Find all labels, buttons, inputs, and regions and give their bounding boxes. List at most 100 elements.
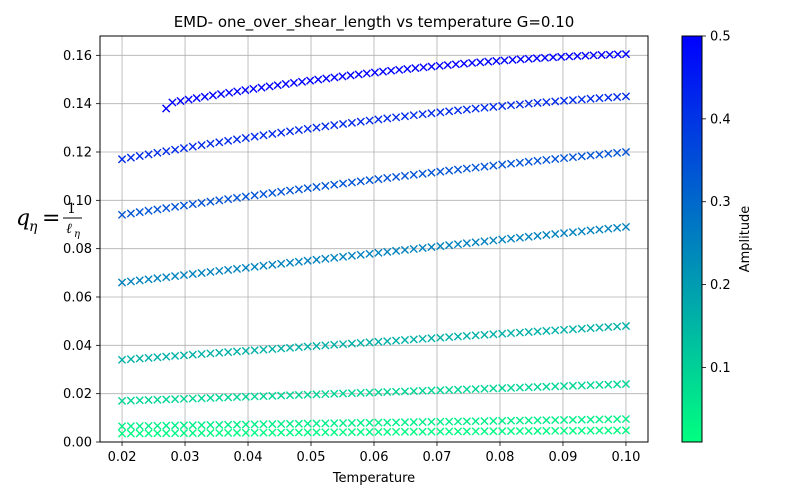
data-point-marker (462, 239, 471, 248)
colorbar-tick-label: 0.2 (710, 278, 731, 293)
marker-stroke (135, 429, 144, 438)
marker-stroke (427, 62, 436, 71)
marker-stroke (498, 329, 507, 338)
data-point-marker (232, 428, 242, 437)
marker-stroke (170, 272, 180, 281)
data-point-marker (374, 427, 383, 437)
data-point-marker (436, 427, 445, 436)
marker-stroke (573, 51, 582, 61)
marker-stroke (135, 354, 144, 363)
data-point-marker (170, 421, 180, 430)
data-point-marker (126, 355, 135, 364)
marker-stroke (338, 419, 348, 428)
data-point-marker (215, 348, 224, 357)
data-point-marker (453, 240, 463, 249)
colorbar-tick-label: 0.4 (710, 112, 731, 127)
marker-stroke (197, 349, 206, 359)
data-point-marker (206, 428, 215, 438)
data-point-marker (551, 415, 560, 425)
marker-stroke (489, 384, 498, 393)
data-point-marker (338, 340, 348, 349)
data-point-marker (200, 92, 209, 101)
marker-stroke (498, 235, 507, 244)
marker-stroke (232, 420, 242, 429)
marker-stroke (277, 187, 286, 196)
marker-stroke (427, 427, 436, 436)
data-point-marker (489, 384, 498, 393)
data-point-marker (117, 278, 127, 287)
data-point-marker (170, 202, 180, 211)
marker-stroke (542, 98, 551, 107)
marker-stroke (162, 147, 171, 156)
data-point-marker (215, 420, 224, 429)
data-point-marker (532, 54, 541, 63)
x-tick-label: 0.08 (486, 450, 515, 465)
marker-stroke (480, 103, 489, 112)
marker-stroke (179, 201, 189, 210)
marker-stroke (557, 52, 566, 61)
data-point-marker (471, 331, 480, 340)
data-point-marker (241, 192, 250, 201)
marker-stroke (200, 92, 209, 101)
marker-stroke (400, 171, 410, 180)
marker-stroke (586, 324, 595, 333)
data-point-marker (551, 382, 560, 391)
data-point-marker (321, 341, 330, 350)
marker-stroke (250, 392, 259, 401)
marker-stroke (445, 107, 454, 116)
marker-stroke (144, 150, 153, 159)
marker-stroke (168, 98, 177, 107)
data-point-marker (232, 420, 242, 429)
data-point-marker (471, 163, 480, 172)
marker-stroke (192, 94, 201, 103)
marker-stroke (383, 337, 392, 346)
marker-stroke (551, 326, 560, 335)
marker-stroke (524, 157, 533, 166)
marker-stroke (445, 241, 454, 250)
data-point-marker (524, 327, 533, 337)
marker-stroke (170, 202, 180, 211)
data-point-marker (338, 428, 348, 437)
data-point-marker (427, 386, 436, 395)
data-point-marker (557, 52, 566, 61)
marker-stroke (374, 418, 383, 427)
data-point-marker (232, 135, 242, 144)
marker-stroke (153, 353, 162, 362)
marker-stroke (277, 391, 286, 400)
x-tick-label: 0.10 (611, 450, 640, 465)
marker-stroke (568, 325, 578, 334)
marker-stroke (568, 228, 578, 237)
grid-lines (100, 36, 648, 443)
marker-stroke (542, 416, 551, 425)
data-point-marker (462, 164, 471, 173)
marker-stroke (144, 429, 153, 438)
marker-stroke (347, 178, 356, 187)
data-point-marker (354, 70, 363, 79)
marker-stroke (418, 243, 427, 253)
data-point-marker (135, 151, 144, 161)
marker-stroke (586, 426, 595, 435)
marker-stroke (498, 427, 507, 436)
marker-stroke (471, 331, 480, 340)
marker-stroke (586, 381, 595, 390)
marker-stroke (277, 344, 286, 353)
data-point-marker (322, 74, 331, 83)
marker-stroke (515, 158, 524, 167)
marker-stroke (498, 101, 507, 111)
marker-stroke (277, 259, 286, 268)
data-point-marker (356, 427, 365, 437)
marker-stroke (392, 113, 401, 122)
data-point-marker (443, 60, 452, 70)
data-point-marker (453, 332, 463, 341)
marker-stroke (551, 97, 560, 106)
marker-stroke (188, 394, 197, 403)
data-point-marker (297, 77, 307, 86)
data-point-marker (294, 257, 303, 266)
marker-stroke (542, 326, 551, 335)
data-point-marker (595, 94, 604, 103)
marker-stroke (383, 173, 392, 183)
marker-stroke (568, 153, 578, 162)
data-point-marker (427, 109, 436, 118)
y-tick-label: 0.08 (63, 242, 92, 257)
data-point-marker (126, 153, 135, 162)
